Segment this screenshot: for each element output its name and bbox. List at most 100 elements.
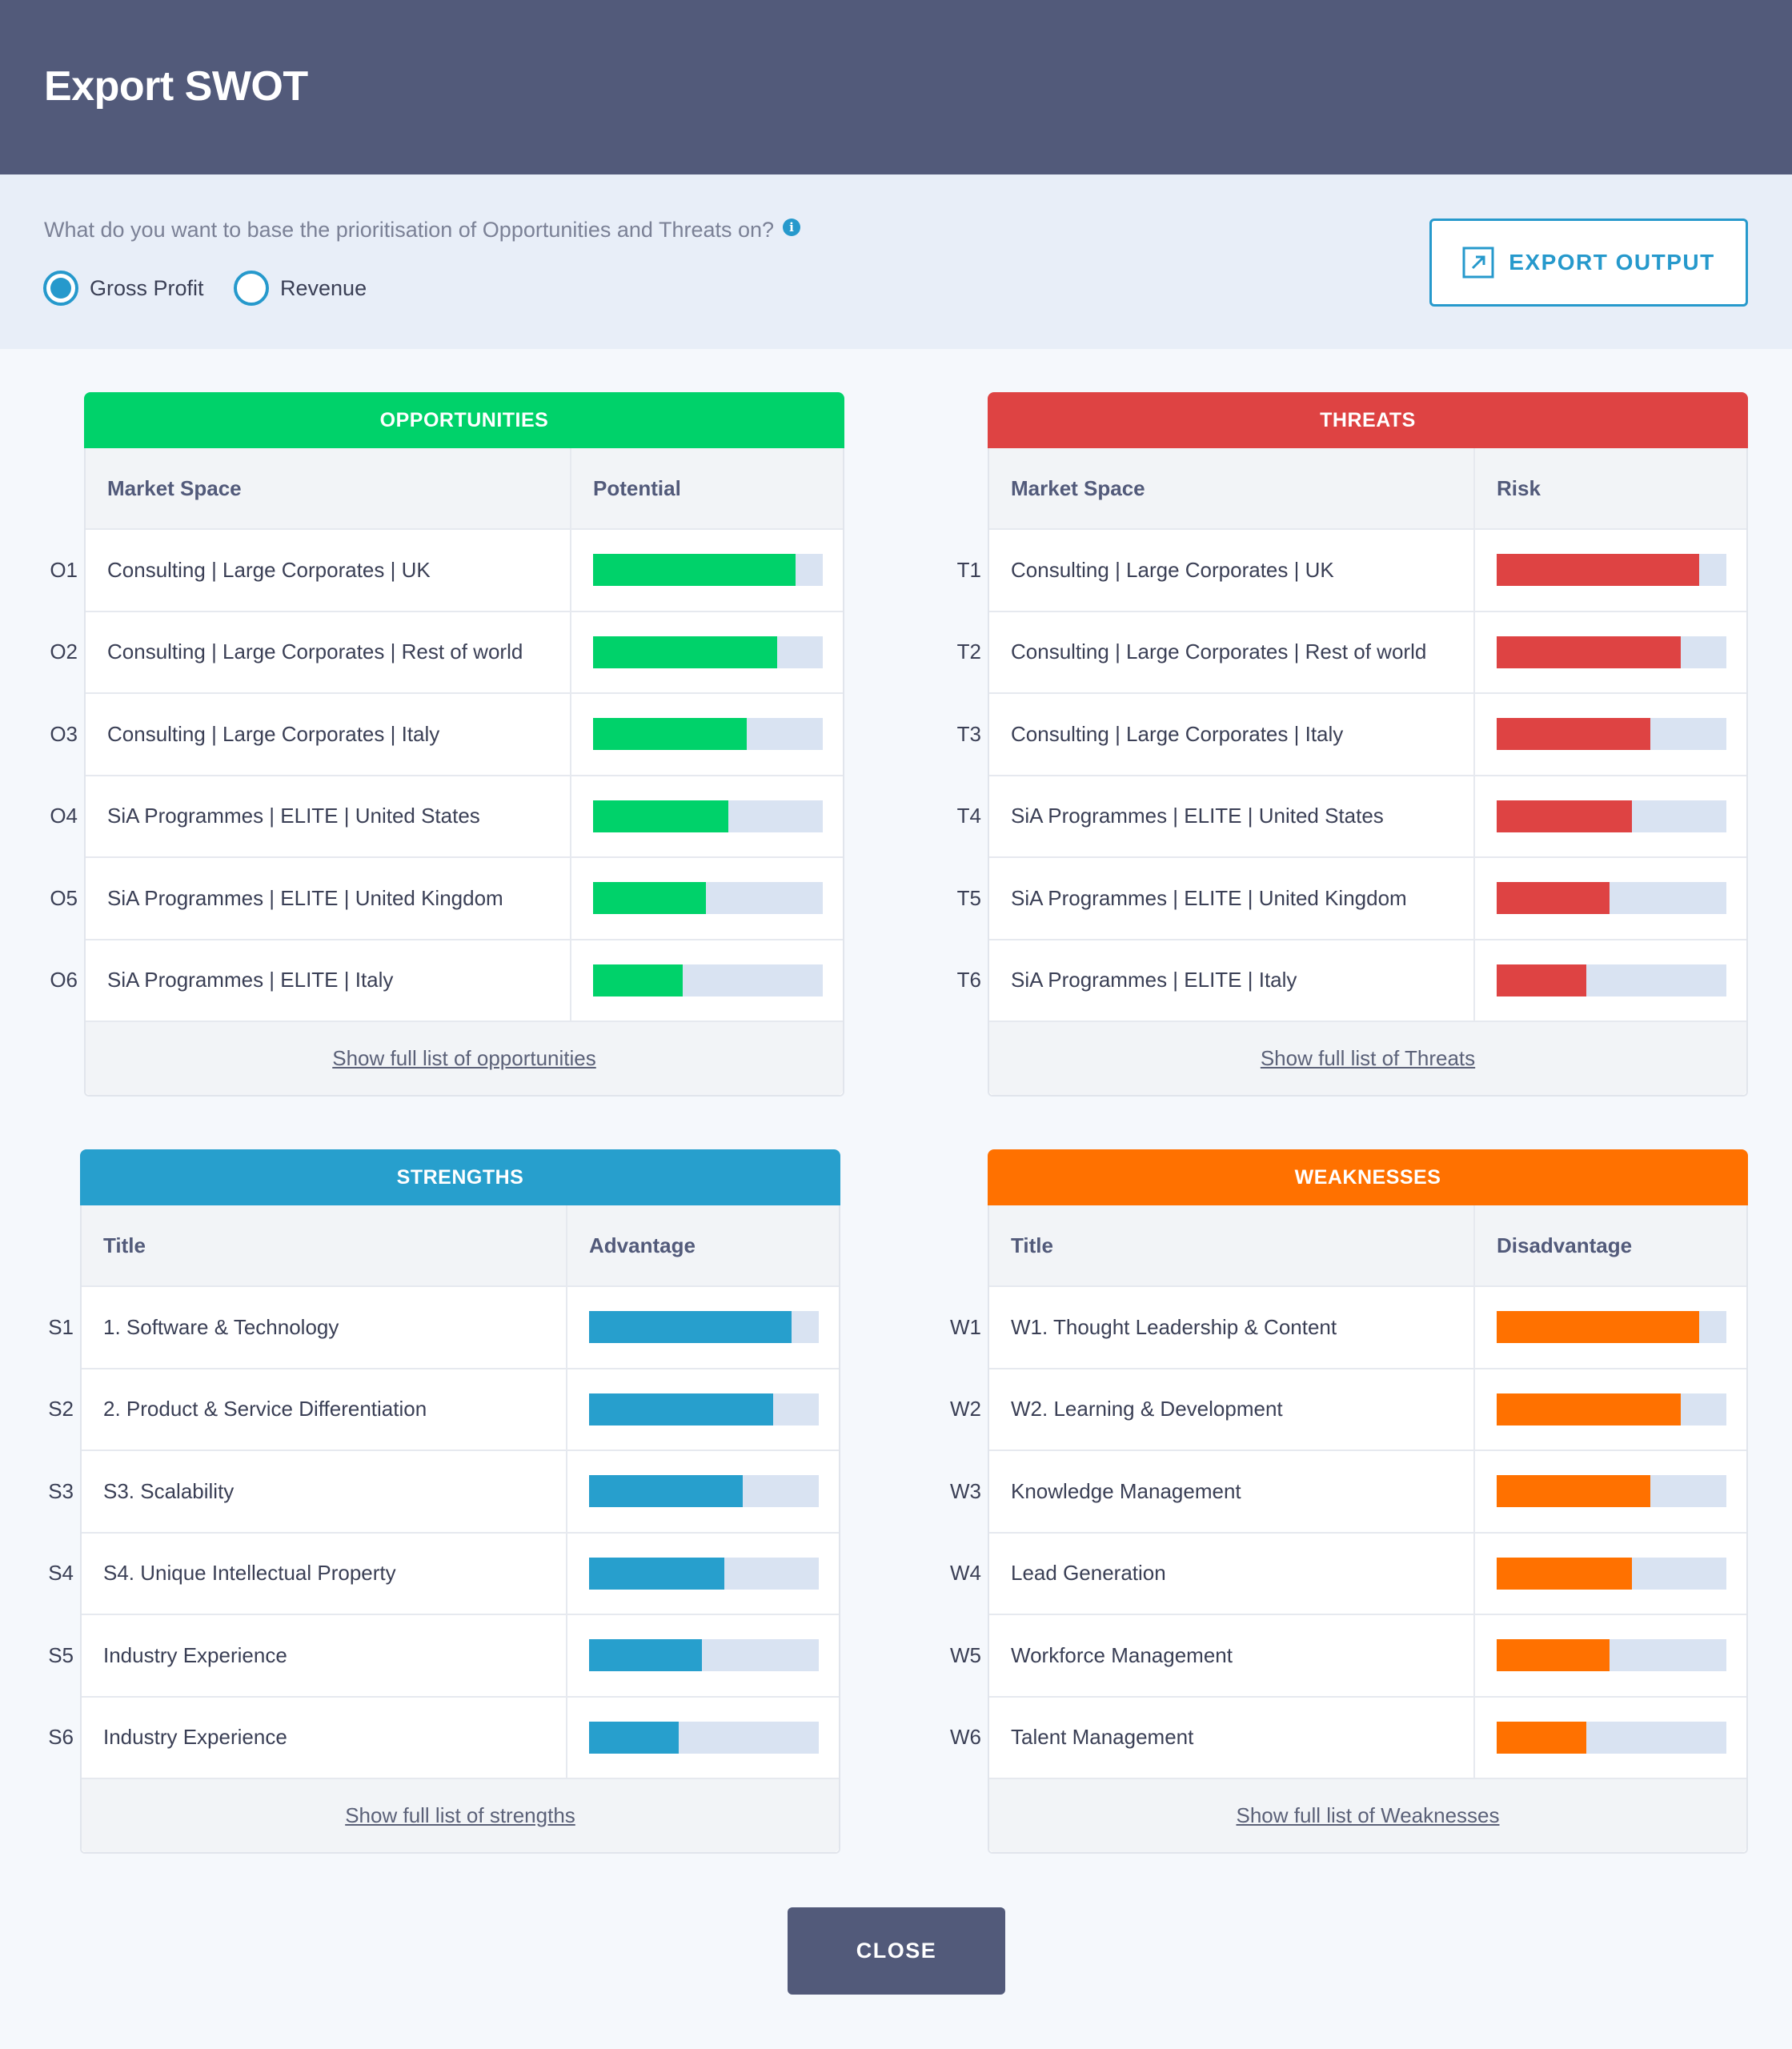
page-title: Export SWOT — [44, 63, 308, 110]
row-score-cell — [567, 1287, 839, 1368]
row-score-cell — [571, 694, 843, 775]
show-full-list-link[interactable]: Show full list of Weaknesses — [1236, 1803, 1500, 1827]
score-bar-fill — [593, 964, 683, 996]
column-header-score: Risk — [1497, 475, 1541, 500]
row-id: S1 — [48, 1314, 74, 1339]
score-bar-fill — [593, 800, 729, 832]
prioritisation-question: What do you want to base the prioritisat… — [44, 218, 775, 242]
row-score-cell — [1475, 940, 1746, 1021]
row-id: O1 — [50, 557, 78, 582]
row-id: T6 — [956, 968, 981, 992]
row-label: Lead Generation — [989, 1533, 1475, 1614]
strengths-footer: Show full list of strengths — [82, 1779, 839, 1852]
score-bar-track — [1497, 1475, 1726, 1508]
score-bar-fill — [1497, 636, 1681, 668]
score-bar-track — [589, 1639, 819, 1672]
table-header-row: Market Space Risk — [989, 448, 1746, 530]
row-score-cell — [567, 1369, 839, 1450]
export-output-button[interactable]: EXPORT OUTPUT — [1429, 219, 1748, 307]
row-id: O5 — [50, 885, 78, 910]
row-score-cell — [1475, 1615, 1746, 1696]
radio-revenue[interactable]: Revenue — [234, 270, 367, 307]
table-row: O3 Consulting | Large Corporates | Italy — [50, 694, 843, 776]
radio-unchecked-icon[interactable] — [234, 271, 269, 306]
threats-panel: THREATS Market Space Risk T1 Consulting | La… — [957, 392, 1748, 1097]
row-score-cell — [567, 1534, 839, 1614]
row-id: O4 — [50, 804, 78, 828]
table-row: W3 Knowledge Management — [950, 1451, 1746, 1534]
score-bar-fill — [589, 1639, 702, 1672]
row-label: Industry Experience — [82, 1615, 567, 1696]
score-bar-track — [593, 964, 823, 996]
score-bar-track — [1497, 1557, 1726, 1590]
row-id: S5 — [48, 1642, 74, 1667]
radio-gross-profit[interactable]: Gross Profit — [43, 270, 204, 307]
row-id: S2 — [48, 1397, 74, 1421]
row-id: O2 — [50, 640, 78, 664]
row-id: W1 — [950, 1314, 981, 1339]
weaknesses-header: WEAKNESSES — [988, 1149, 1748, 1205]
row-label: Consulting | Large Corporates | Rest of … — [989, 611, 1475, 692]
threats-table: Market Space Risk T1 Consulting | Large Cor… — [957, 448, 1748, 1097]
score-bar-track — [1497, 800, 1726, 832]
row-score-cell — [1475, 1287, 1746, 1368]
table-row: S2 2. Product & Service Differentiation — [48, 1369, 839, 1451]
score-bar-track — [593, 800, 823, 832]
score-bar-fill — [589, 1557, 725, 1590]
row-score-cell — [1475, 776, 1746, 857]
row-score-cell — [1475, 1451, 1746, 1532]
show-full-list-link[interactable]: Show full list of Threats — [1260, 1046, 1476, 1070]
row-score-cell — [1475, 694, 1746, 775]
row-label: SiA Programmes | ELITE | United Kingdom — [989, 858, 1475, 939]
row-score-cell — [1475, 1534, 1746, 1614]
score-bar-fill — [593, 882, 706, 915]
table-row: W4 Lead Generation — [950, 1533, 1746, 1615]
row-id: O3 — [50, 721, 78, 746]
score-bar-fill — [593, 554, 796, 587]
info-icon[interactable]: i — [783, 219, 800, 236]
opportunities-header: OPPORTUNITIES — [84, 392, 844, 448]
row-score-cell — [571, 612, 843, 693]
row-score-cell — [1475, 1369, 1746, 1450]
show-full-list-link[interactable]: Show full list of strengths — [345, 1803, 575, 1827]
strengths-table: Title Advantage S1 1. Software & Technology… — [48, 1205, 840, 1854]
row-label: Consulting | Large Corporates | UK — [86, 530, 571, 611]
table-row: S5 Industry Experience — [48, 1615, 839, 1698]
score-bar-track — [1497, 1639, 1726, 1672]
show-full-list-link[interactable]: Show full list of opportunities — [332, 1046, 596, 1070]
score-bar-fill — [1497, 1393, 1681, 1425]
table-row: T4 SiA Programmes | ELITE | United States — [957, 776, 1746, 858]
table-row: T5 SiA Programmes | ELITE | United Kingdo… — [957, 858, 1746, 940]
score-bar-track — [589, 1557, 819, 1590]
column-header-score: Advantage — [589, 1233, 696, 1257]
score-bar-fill — [1497, 1311, 1699, 1344]
modal-header: Export SWOT — [0, 0, 1792, 174]
strengths-panel: STRENGTHS Title Advantage S1 1. Software & T… — [48, 1149, 840, 1854]
table-row: T6 SiA Programmes | ELITE | Italy — [957, 940, 1746, 1022]
column-header-title: Title — [82, 1205, 567, 1285]
table-row: W6 Talent Management — [950, 1697, 1746, 1779]
table-row: S3 S3. Scalability — [48, 1451, 839, 1534]
row-score-cell — [1475, 1698, 1746, 1778]
row-label: S4. Unique Intellectual Property — [82, 1533, 567, 1614]
row-label: SiA Programmes | ELITE | United States — [86, 776, 571, 856]
score-bar-track — [1497, 1393, 1726, 1425]
table-row: S4 S4. Unique Intellectual Property — [48, 1533, 839, 1615]
row-score-cell — [1475, 612, 1746, 693]
score-bar-track — [589, 1311, 819, 1344]
column-header-score: Potential — [593, 475, 681, 500]
row-id: S3 — [48, 1478, 74, 1503]
table-header-row: Title Advantage — [82, 1205, 839, 1287]
score-bar-track — [1497, 554, 1726, 587]
radio-checked-icon[interactable] — [43, 271, 78, 306]
weaknesses-footer: Show full list of Weaknesses — [989, 1779, 1746, 1852]
row-id: W4 — [950, 1561, 981, 1586]
table-row: O6 SiA Programmes | ELITE | Italy — [50, 940, 843, 1022]
close-button[interactable]: CLOSE — [788, 1907, 1005, 1995]
table-row: W2 W2. Learning & Development — [950, 1369, 1746, 1451]
threats-footer: Show full list of Threats — [989, 1022, 1746, 1095]
table-row: T1 Consulting | Large Corporates | UK — [957, 530, 1746, 612]
row-label: W1. Thought Leadership & Content — [989, 1287, 1475, 1368]
weaknesses-panel: WEAKNESSES Title Disadvantage W1 W1. Thought… — [950, 1149, 1748, 1854]
score-bar-track — [593, 882, 823, 915]
